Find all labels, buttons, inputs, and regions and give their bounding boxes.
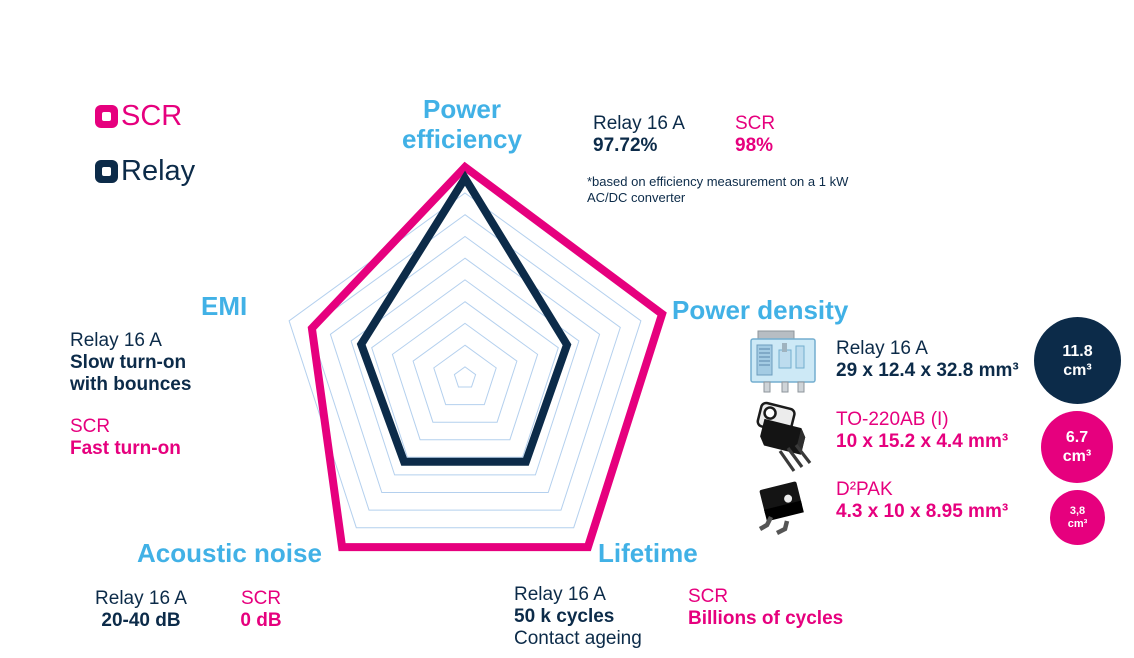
acoustic-scr-label: SCR <box>240 588 282 609</box>
scr-legend-marker-inner <box>102 112 111 121</box>
density-relay-dims: 29 x 12.4 x 32.8 mm³ <box>836 360 1019 381</box>
lifetime-relay-label: Relay 16 A <box>514 584 606 605</box>
efficiency-relay-callout: Relay 16 A 97.72% <box>593 113 685 157</box>
efficiency-scr-value: 98% <box>735 135 774 156</box>
acoustic-scr-callout: SCR 0 dB <box>224 588 298 632</box>
volume-bubble-to220: 6.7 cm³ <box>1041 411 1113 483</box>
emi-relay-label: Relay 16 A <box>70 330 162 351</box>
lifetime-relay-value: 50 k cycles <box>514 606 615 627</box>
volume-bubble-relay: 11.8 cm³ <box>1034 317 1121 404</box>
efficiency-footnote: *based on efficiency measurement on a 1 … <box>587 174 849 205</box>
relay-component-icon <box>746 330 820 399</box>
lifetime-relay-note: Contact ageing <box>514 628 642 649</box>
axis-title-acoustic-noise: Acoustic noise <box>137 538 322 568</box>
acoustic-scr-value: 0 dB <box>240 610 282 631</box>
emi-relay-callout: Relay 16 A Slow turn-on with bounces <box>70 330 191 396</box>
lifetime-scr-label: SCR <box>688 586 729 607</box>
axis-title-emi: EMI <box>201 291 248 321</box>
acoustic-relay-value: 20-40 dB <box>101 610 181 631</box>
efficiency-relay-value: 97.72% <box>593 135 658 156</box>
emi-scr-value: Fast turn-on <box>70 438 181 459</box>
efficiency-scr-callout: SCR 98% <box>735 113 775 157</box>
density-item-to220: TO-220AB (I) 10 x 15.2 x 4.4 mm³ <box>836 409 1008 453</box>
efficiency-relay-label: Relay 16 A <box>593 113 685 134</box>
lifetime-scr-value: Billions of cycles <box>688 608 844 629</box>
axis-title-lifetime: Lifetime <box>598 538 698 568</box>
lifetime-scr-callout: SCR Billions of cycles <box>688 586 843 630</box>
lifetime-relay-callout: Relay 16 A 50 k cycles Contact ageing <box>514 584 642 650</box>
density-relay-label: Relay 16 A <box>836 338 928 359</box>
legend-item-relay: Relay <box>95 157 195 186</box>
scr-legend-marker-icon <box>95 105 118 128</box>
relay-legend-marker-inner <box>102 167 111 176</box>
emi-scr-label: SCR <box>70 416 111 437</box>
density-d2pak-label: D²PAK <box>836 479 893 500</box>
legend-item-scr: SCR <box>95 102 182 131</box>
axis-title-power-density: Power density <box>672 295 849 325</box>
efficiency-scr-label: SCR <box>735 113 776 134</box>
to220-package-icon <box>750 401 818 478</box>
density-d2pak-dims: 4.3 x 10 x 8.95 mm³ <box>836 501 1009 522</box>
density-to220-dims: 10 x 15.2 x 4.4 mm³ <box>836 431 1009 452</box>
legend-label-scr: SCR <box>121 100 183 132</box>
acoustic-relay-callout: Relay 16 A 20-40 dB <box>84 588 198 632</box>
legend-label-relay: Relay <box>121 155 196 187</box>
density-to220-label: TO-220AB (I) <box>836 409 949 430</box>
emi-scr-callout: SCR Fast turn-on <box>70 416 181 460</box>
d2pak-package-icon <box>751 477 815 542</box>
volume-bubble-d2pak: 3,8 cm³ <box>1050 490 1105 545</box>
emi-relay-value: Slow turn-on with bounces <box>70 352 192 395</box>
acoustic-relay-label: Relay 16 A <box>95 588 187 609</box>
density-item-relay: Relay 16 A 29 x 12.4 x 32.8 mm³ <box>836 338 1019 382</box>
density-item-d2pak: D²PAK 4.3 x 10 x 8.95 mm³ <box>836 479 1008 523</box>
axis-title-power-efficiency: Power efficiency <box>402 94 522 154</box>
relay-legend-marker-icon <box>95 160 118 183</box>
